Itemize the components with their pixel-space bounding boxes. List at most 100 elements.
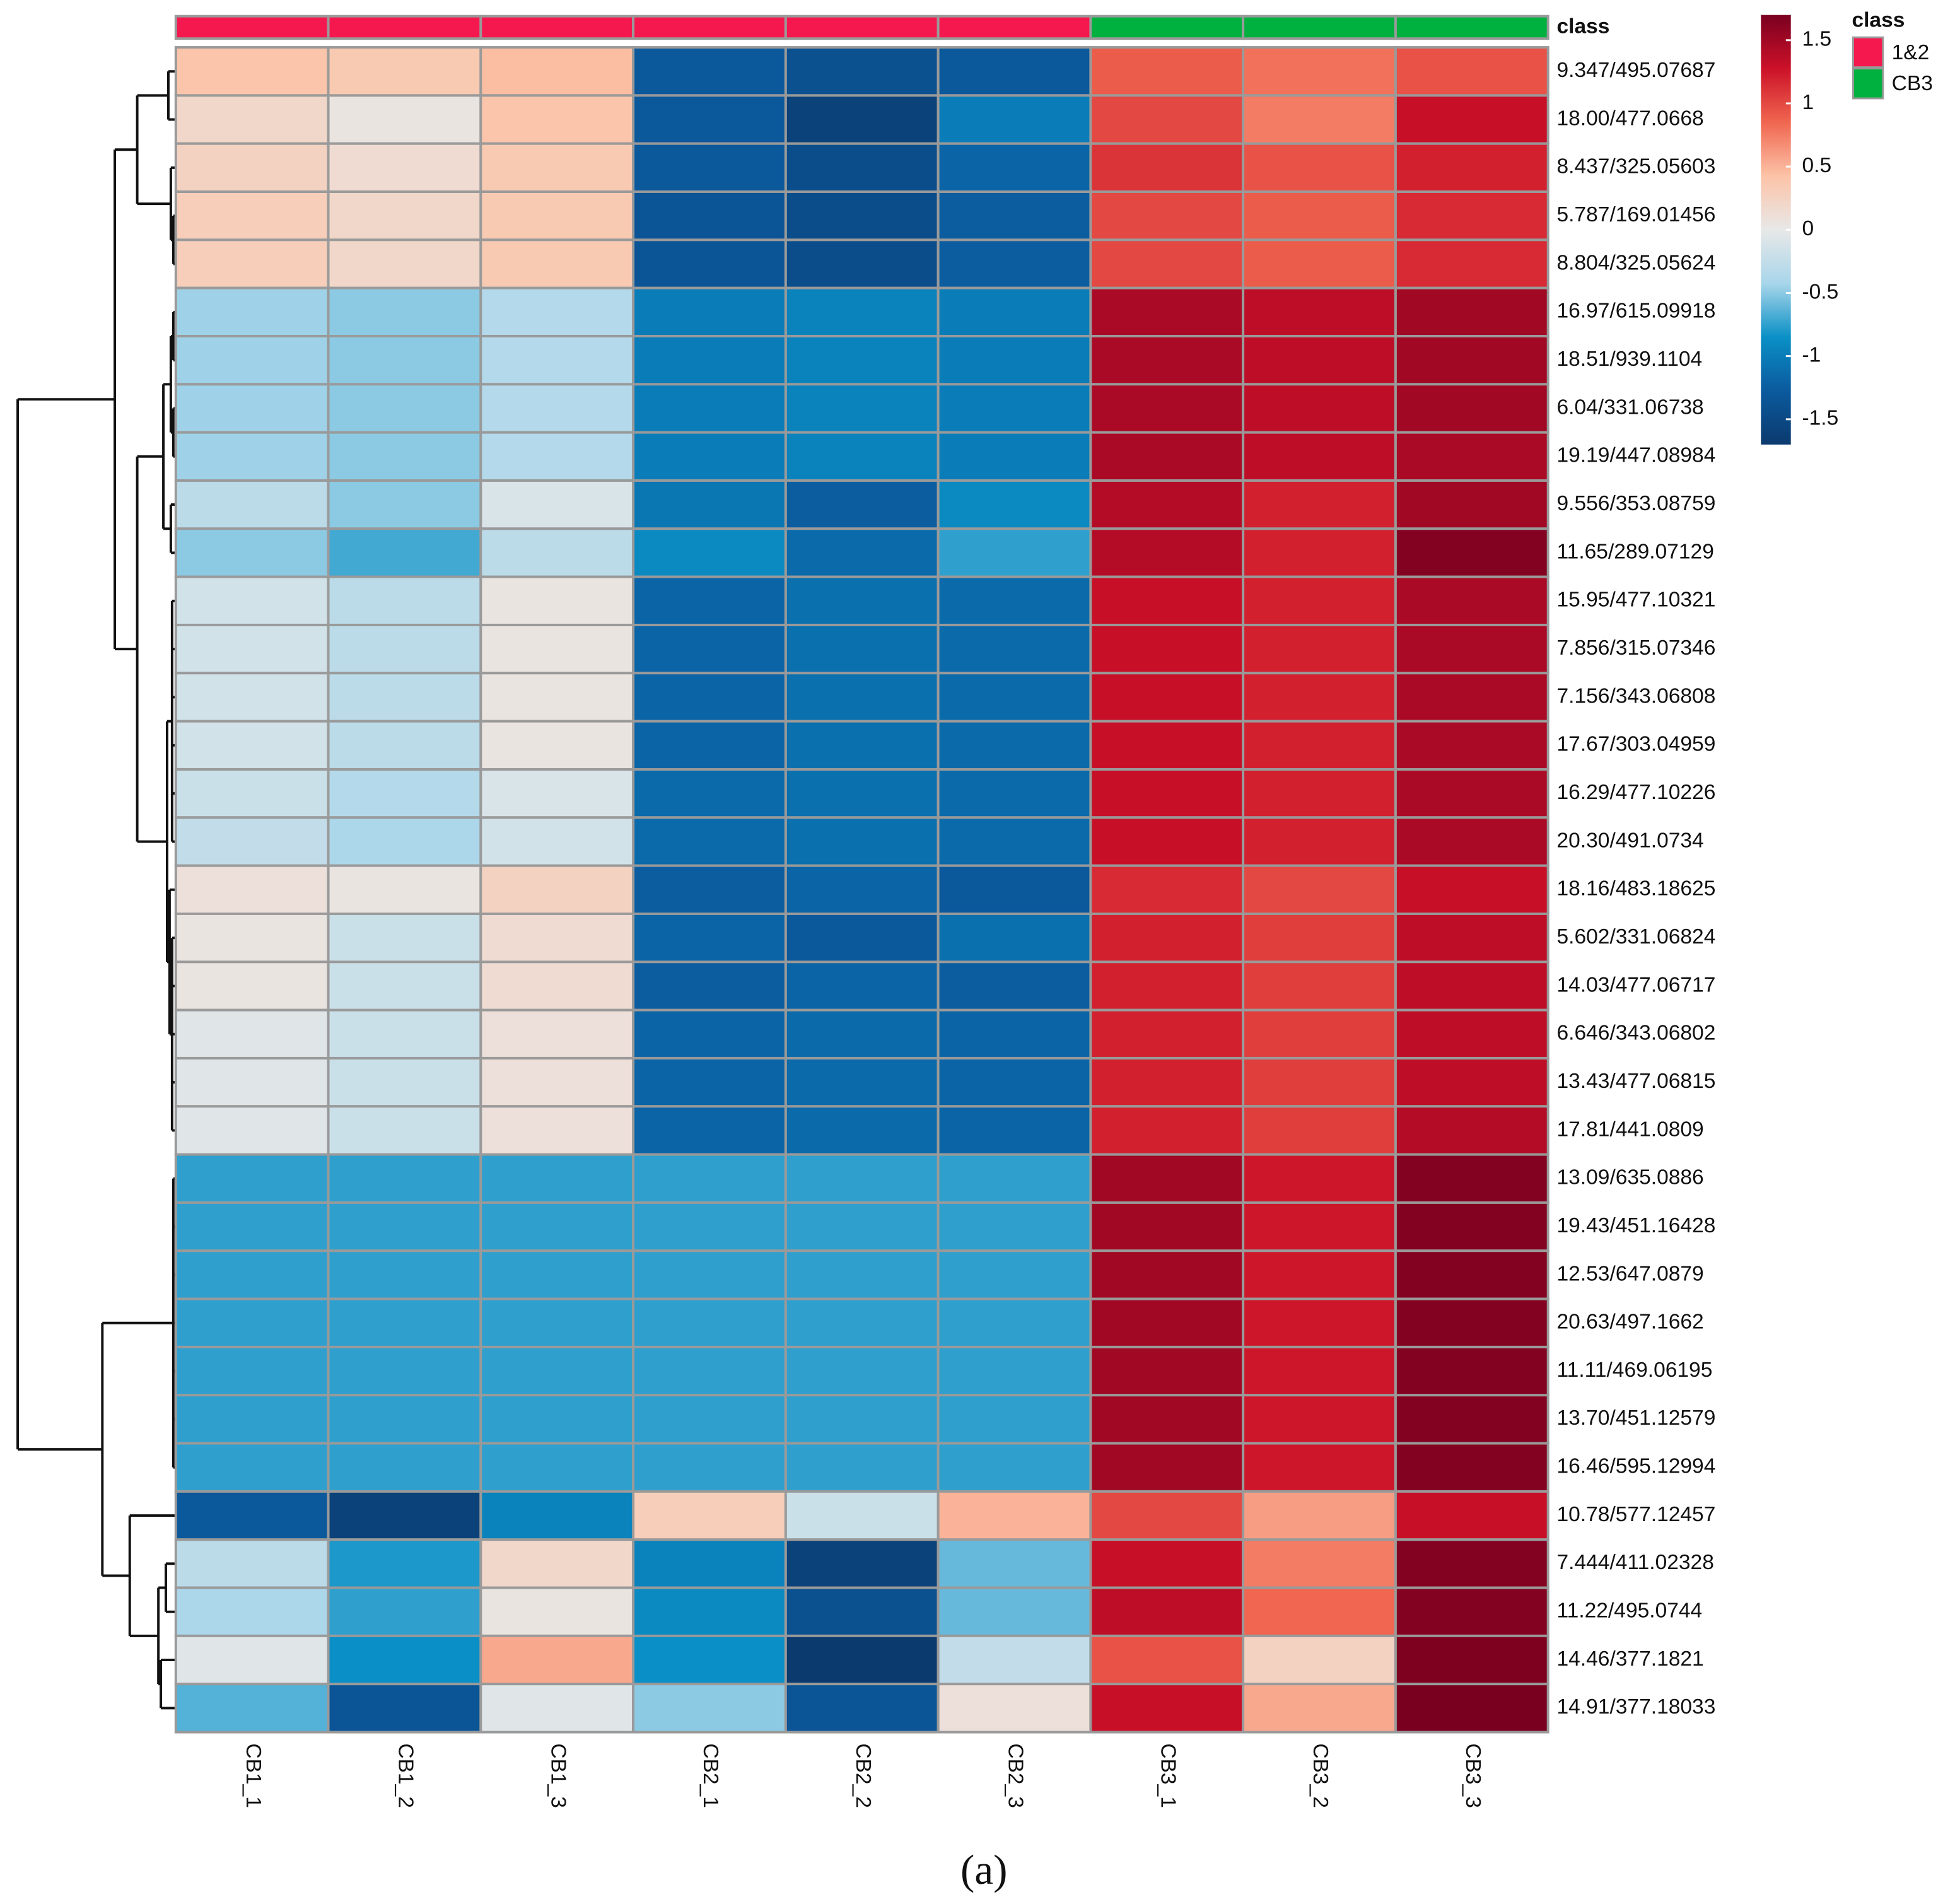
heatmap-cell — [174, 816, 330, 867]
colorbar-tick-label: -1.5 — [1802, 407, 1838, 430]
heatmap-cell — [784, 912, 940, 964]
heatmap-cell — [784, 1153, 940, 1204]
row-label: 20.30/491.0734 — [1557, 829, 1704, 852]
heatmap-cell — [479, 1394, 635, 1445]
heatmap-cell — [1089, 190, 1245, 242]
heatmap-cell — [784, 1634, 940, 1686]
heatmap-cell — [632, 335, 787, 386]
heatmap-cell — [784, 1538, 940, 1589]
heatmap-cell — [174, 431, 330, 482]
heatmap-cell — [327, 912, 482, 964]
colorbar-tick-label: -1 — [1802, 344, 1821, 367]
heatmap-cell — [1089, 1683, 1245, 1734]
heatmap-cell — [174, 961, 330, 1012]
row-label: 8.804/325.05624 — [1557, 251, 1716, 274]
heatmap-cell — [784, 46, 940, 97]
heatmap-cell — [784, 575, 940, 626]
column-label: CB1_1 — [242, 1743, 265, 1808]
heatmap-cell — [936, 768, 1092, 819]
heatmap-cell — [632, 1490, 787, 1541]
heatmap-cell — [479, 1056, 635, 1108]
heatmap-cell — [479, 768, 635, 819]
heatmap-cell — [1394, 1249, 1549, 1300]
class-bar-cell — [174, 15, 330, 40]
heatmap-cell — [784, 1394, 940, 1445]
heatmap-cell — [1242, 768, 1397, 819]
heatmap-cell — [174, 286, 330, 337]
heatmap-cell — [1394, 1297, 1549, 1348]
heatmap-cell — [632, 672, 787, 723]
heatmap-cell — [479, 190, 635, 242]
heatmap-cell — [174, 1345, 330, 1397]
row-label: 14.03/477.06717 — [1557, 973, 1716, 996]
heatmap-cell — [327, 1153, 482, 1204]
heatmap-cell — [1089, 1442, 1245, 1493]
heatmap-cell — [1089, 46, 1245, 97]
class-bar-cell — [784, 15, 940, 40]
row-label: 16.46/595.12994 — [1557, 1455, 1716, 1478]
heatmap-cell — [1394, 1105, 1549, 1156]
row-label: 7.444/411.02328 — [1557, 1551, 1714, 1574]
heatmap-cell — [936, 1586, 1092, 1637]
heatmap-cell — [327, 1345, 482, 1397]
heatmap-cell — [936, 1056, 1092, 1108]
heatmap-cell — [479, 286, 635, 337]
colorbar-tick-label: -0.5 — [1802, 280, 1838, 303]
row-label: 16.29/477.10226 — [1557, 781, 1716, 804]
heatmap-cell — [479, 575, 635, 626]
heatmap-cell — [1089, 961, 1245, 1012]
heatmap-cell — [327, 383, 482, 434]
heatmap-cell — [632, 1008, 787, 1060]
heatmap-cell — [1089, 816, 1245, 867]
column-label: CB2_1 — [699, 1743, 722, 1808]
heatmap-cell — [479, 961, 635, 1012]
heatmap-cell — [1089, 431, 1245, 482]
heatmap-cell — [1242, 864, 1397, 915]
heatmap-cell — [632, 1586, 787, 1637]
column-label: CB2_2 — [851, 1743, 875, 1808]
heatmap-cell — [479, 623, 635, 675]
column-label: CB2_3 — [1004, 1743, 1027, 1808]
heatmap-cell — [936, 575, 1092, 626]
heatmap-cell — [174, 94, 330, 145]
heatmap-cell — [479, 816, 635, 867]
heatmap-cell — [327, 1394, 482, 1445]
heatmap-cell — [1089, 1538, 1245, 1589]
heatmap-cell — [1394, 335, 1549, 386]
heatmap-cell — [1394, 1442, 1549, 1493]
heatmap-cell — [632, 46, 787, 97]
heatmap-cell — [1242, 1153, 1397, 1204]
heatmap-cell — [479, 46, 635, 97]
heatmap-cell — [632, 1249, 787, 1300]
heatmap-cell — [936, 1105, 1092, 1156]
row-label: 12.53/647.0879 — [1557, 1262, 1704, 1285]
heatmap-cell — [1242, 1201, 1397, 1253]
heatmap-cell — [936, 1394, 1092, 1445]
heatmap-cell — [936, 1538, 1092, 1589]
heatmap-cell — [784, 1683, 940, 1734]
heatmap-cell — [174, 1634, 330, 1686]
heatmap-cell — [936, 1008, 1092, 1060]
heatmap-cell — [632, 961, 787, 1012]
dendrogram-branches — [16, 70, 176, 1710]
row-label: 6.646/343.06802 — [1557, 1022, 1716, 1045]
heatmap-cell — [327, 720, 482, 771]
heatmap-cell — [1089, 1634, 1245, 1686]
heatmap-cell — [1089, 1394, 1245, 1445]
row-label: 7.156/343.06808 — [1557, 684, 1716, 708]
colorbar-tick-label: 1.5 — [1802, 28, 1831, 51]
heatmap-cell — [936, 1153, 1092, 1204]
heatmap-cell — [1242, 1442, 1397, 1493]
heatmap-cell — [1394, 1586, 1549, 1637]
heatmap-cell — [479, 527, 635, 578]
heatmap-cell — [784, 1008, 940, 1060]
heatmap-cell — [632, 1538, 787, 1589]
heatmap-cell — [936, 142, 1092, 193]
heatmap-cell — [1242, 720, 1397, 771]
heatmap-cell — [327, 1201, 482, 1253]
heatmap-cell — [1242, 1008, 1397, 1060]
heatmap-cell — [1089, 1105, 1245, 1156]
heatmap-cell — [1394, 1345, 1549, 1397]
heatmap-cell — [1242, 1586, 1397, 1637]
heatmap-cell — [479, 335, 635, 386]
